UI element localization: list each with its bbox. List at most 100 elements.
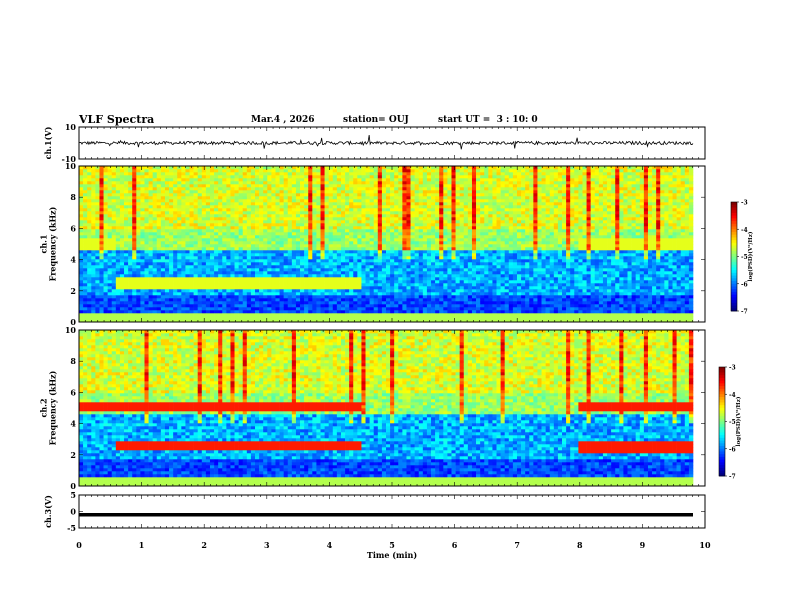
- spectrogram-cell: [447, 253, 452, 257]
- spectrogram-cell: [414, 220, 420, 224]
- spectrogram-cell: [320, 178, 325, 182]
- spectrogram-cell: [242, 241, 248, 245]
- spectrogram-cell: [435, 259, 440, 263]
- spectrogram-cell: [386, 196, 391, 200]
- spectrogram-cell: [418, 238, 424, 242]
- spectrogram-cell: [390, 289, 395, 293]
- spectrogram-cell: [320, 211, 325, 215]
- spectrogram-cell: [111, 202, 117, 206]
- spectrogram-cell: [189, 313, 194, 317]
- spectrogram-cell: [361, 262, 366, 266]
- spectrogram-cell: [95, 208, 100, 212]
- spectrogram-cell: [443, 193, 448, 197]
- spectrogram-cell: [209, 304, 215, 308]
- spectrogram-cell: [148, 187, 153, 191]
- spectrogram-cell: [287, 190, 293, 194]
- spectrogram-cell: [173, 313, 178, 317]
- spectrogram-cell: [209, 214, 215, 218]
- spectrogram-cell: [439, 289, 444, 293]
- spectrogram-cell: [185, 286, 190, 290]
- spectrogram-cell: [451, 319, 456, 323]
- spectrogram-cell: [324, 181, 329, 185]
- spectrogram-cell: [103, 244, 108, 248]
- spectrogram-cell: [287, 169, 293, 173]
- spectrogram-cell: [201, 250, 207, 254]
- spectrogram-cell: [111, 259, 117, 263]
- spectrogram-cell: [189, 199, 194, 203]
- spectrogram-cell: [124, 295, 129, 299]
- spectrogram-cell: [414, 265, 420, 269]
- spectrogram-cell: [377, 310, 383, 314]
- spectrogram-cell: [426, 226, 432, 230]
- spectrogram-cell: [193, 313, 198, 317]
- spectrogram-cell: [320, 250, 325, 254]
- spectrogram-cell: [263, 208, 268, 212]
- spectrogram-cell: [160, 184, 166, 188]
- spectrogram-cell: [398, 175, 403, 179]
- spectrogram-cell: [414, 217, 420, 221]
- spectrogram-cell: [332, 244, 338, 248]
- spectrogram-cell: [279, 220, 284, 224]
- spectrogram-cell: [422, 181, 428, 185]
- spectrogram-cell: [201, 232, 207, 236]
- spectrogram-cell: [336, 319, 342, 323]
- spectrogram-cell: [177, 262, 182, 266]
- spectrogram-cell: [234, 199, 239, 203]
- spectrogram-cell: [230, 223, 235, 227]
- spectrogram-cell: [340, 265, 346, 269]
- spectrogram-cell: [119, 268, 125, 272]
- spectrogram-cell: [107, 187, 113, 191]
- spectrogram-cell: [87, 304, 92, 308]
- spectrogram-cell: [230, 169, 235, 173]
- spectrogram-cell: [115, 217, 121, 221]
- spectrogram-cell: [230, 229, 235, 233]
- spectrogram-cell: [132, 214, 137, 218]
- spectrogram-cell: [349, 169, 354, 173]
- spectrogram-cell: [246, 271, 252, 275]
- spectrogram-cell: [328, 310, 334, 314]
- spectrogram-cell: [169, 241, 174, 245]
- spectrogram-cell: [279, 274, 284, 278]
- spectrogram-cell: [164, 208, 170, 212]
- spectrogram-cell: [189, 307, 194, 311]
- spectrogram-cell: [422, 190, 428, 194]
- spectrogram-cell: [418, 304, 424, 308]
- spectrogram-cell: [373, 187, 379, 191]
- spectrogram-cell: [324, 205, 329, 209]
- spectrogram-cell: [209, 289, 215, 293]
- spectrogram-cell: [394, 319, 399, 323]
- spectrogram-cell: [447, 211, 452, 215]
- spectrogram-cell: [132, 250, 137, 254]
- spectrogram-cell: [275, 289, 280, 293]
- spectrogram-cell: [173, 277, 178, 281]
- spectrogram-cell: [226, 289, 231, 293]
- spectrogram-cell: [418, 199, 424, 203]
- spectrogram-cell: [304, 226, 309, 230]
- spectrogram-cell: [144, 280, 149, 284]
- spectrogram-cell: [402, 172, 407, 176]
- spectrogram-cell: [324, 196, 329, 200]
- spectrogram-cell: [402, 235, 407, 239]
- spectrogram-cell: [193, 292, 198, 296]
- spectrogram-cell: [263, 175, 268, 179]
- spectrogram-cell: [283, 193, 289, 197]
- spectrogram-cell: [418, 214, 424, 218]
- spectrogram-cell: [386, 319, 391, 323]
- spectrogram-cell: [414, 250, 420, 254]
- spectrogram-cell: [394, 298, 399, 302]
- spectrogram-cell: [345, 301, 350, 305]
- spectrogram-cell: [148, 184, 153, 188]
- spectrogram-cell: [238, 172, 244, 176]
- spectrogram-cell: [128, 235, 133, 239]
- spectrogram-cell: [426, 217, 432, 221]
- spectrogram-cell: [230, 193, 235, 197]
- spectrogram-cell: [79, 196, 84, 200]
- spectrogram-cell: [353, 220, 358, 224]
- spectrogram-cell: [402, 286, 407, 290]
- spectrogram-cell: [136, 295, 141, 299]
- spectrogram-cell: [119, 298, 125, 302]
- spectrogram-cell: [357, 217, 362, 221]
- spectrogram-cell: [275, 280, 280, 284]
- spectrogram-cell: [230, 259, 235, 263]
- spectrogram-cell: [132, 295, 137, 299]
